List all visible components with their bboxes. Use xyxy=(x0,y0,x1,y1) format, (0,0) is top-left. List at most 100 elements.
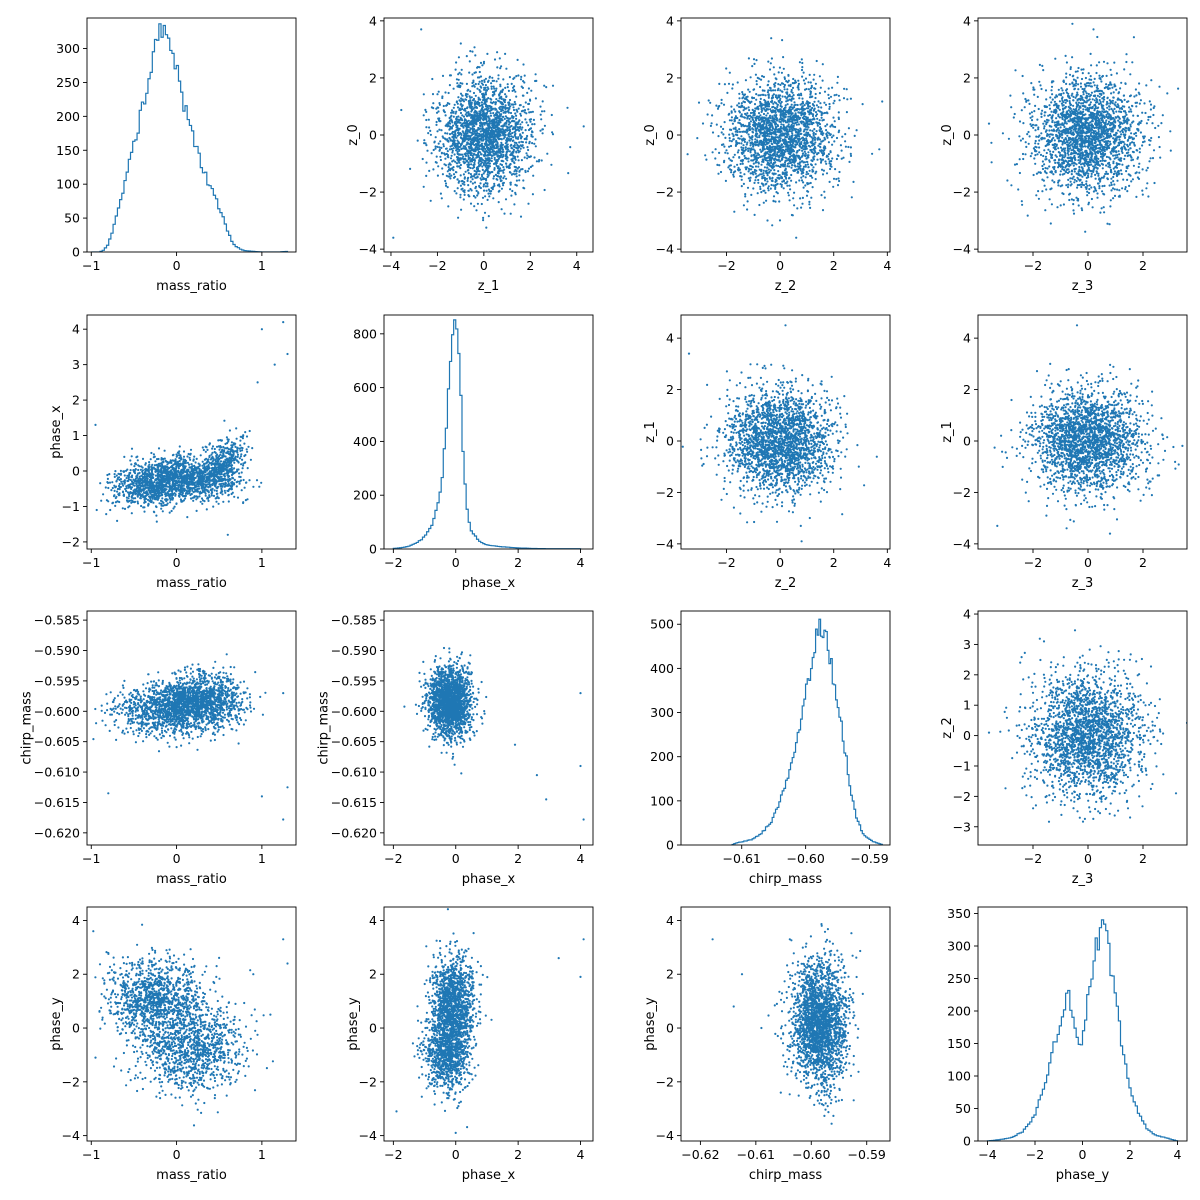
plot-area xyxy=(993,324,1184,535)
y-axis-label: phase_x xyxy=(49,405,64,459)
y-tick-label: −4 xyxy=(953,536,971,551)
scatter-point xyxy=(1174,792,1178,795)
y-tick-label: 0 xyxy=(666,1021,674,1036)
scatter-point xyxy=(1092,28,1095,31)
y-tick-label: 400 xyxy=(650,661,674,676)
y-tick-label: −3 xyxy=(953,819,971,834)
y-tick-label: 0 xyxy=(963,1134,971,1149)
scatter-point xyxy=(282,692,285,695)
scatter-point xyxy=(535,774,539,777)
y-tick-label: 4 xyxy=(963,13,971,28)
x-tick-label: −4 xyxy=(382,258,400,273)
y-tick-label: −4 xyxy=(953,242,971,257)
scatter-point xyxy=(107,792,110,795)
y-axis-label: phase_y xyxy=(643,997,658,1051)
scatter-point xyxy=(269,1013,272,1016)
y-tick-label: 3 xyxy=(72,357,80,372)
scatter-points xyxy=(411,908,493,1129)
axes-frame xyxy=(86,17,297,253)
y-tick-label: 150 xyxy=(56,143,80,158)
scatter-points xyxy=(92,653,267,753)
y-axis-label: chirp_mass xyxy=(317,691,332,764)
y-tick-label: −2 xyxy=(656,485,674,500)
plot-area xyxy=(392,319,582,549)
y-axis-label: chirp_mass xyxy=(20,691,35,764)
scatter-point xyxy=(779,1091,782,1094)
scatter-point xyxy=(286,352,289,356)
y-tick-label: −1 xyxy=(953,758,971,773)
x-tick-label: −2 xyxy=(717,258,735,273)
y-tick-label: −0.610 xyxy=(331,765,377,780)
axes-frame xyxy=(383,906,594,1142)
y-tick-label: −0.600 xyxy=(331,704,377,719)
y-tick-label: 0 xyxy=(666,128,674,143)
x-tick-label: 2 xyxy=(830,258,838,273)
scatter-point xyxy=(256,381,259,384)
x-tick-label: 0 xyxy=(776,258,784,273)
x-tick-label: −0.62 xyxy=(681,1147,719,1162)
axes-frame xyxy=(977,610,1188,846)
histogram-step-line xyxy=(986,919,1179,1141)
y-tick-label: 200 xyxy=(947,1004,971,1019)
axes-frame xyxy=(86,610,297,846)
scatter-point xyxy=(800,540,803,543)
x-tick-label: 2 xyxy=(514,851,522,866)
y-tick-label: 4 xyxy=(72,913,80,928)
y-tick-label: 2 xyxy=(666,70,674,85)
y-tick-label: 0 xyxy=(369,128,377,143)
scatter-points xyxy=(403,646,488,775)
y-tick-label: 4 xyxy=(963,331,971,346)
y-axis-label: phase_y xyxy=(49,997,64,1051)
x-tick-label: 4 xyxy=(577,851,585,866)
x-tick-label: −2 xyxy=(1024,258,1042,273)
y-tick-label: 0 xyxy=(369,542,377,557)
scatter-point xyxy=(420,28,423,31)
y-tick-label: 800 xyxy=(353,326,377,341)
y-tick-label: 400 xyxy=(353,434,377,449)
scatter-point xyxy=(1108,532,1112,535)
x-axis-label: z_3 xyxy=(1072,872,1094,887)
axes-frame xyxy=(977,314,1188,550)
x-axis-label: mass_ratio xyxy=(156,872,227,887)
scatter-point xyxy=(582,818,585,821)
x-axis-label: z_3 xyxy=(1072,576,1094,591)
axes-frame xyxy=(977,906,1188,1142)
subplot-p11: −2 0 2 4 0 200 400 600 800 phase_x xyxy=(353,314,594,591)
x-tick-label: 2 xyxy=(1139,851,1147,866)
y-axis-label: z_0 xyxy=(346,124,361,146)
scatter-point xyxy=(579,975,582,979)
x-tick-label: −0.59 xyxy=(850,851,888,866)
histogram-step-line xyxy=(392,319,582,549)
axes-frame xyxy=(86,314,297,550)
y-tick-label: 200 xyxy=(650,749,674,764)
x-tick-label: 0 xyxy=(480,258,488,273)
scatter-points xyxy=(767,923,864,1125)
y-tick-label: 300 xyxy=(56,41,80,56)
scatter-point xyxy=(1042,640,1046,643)
x-axis-label: phase_x xyxy=(462,576,516,591)
y-tick-label: 4 xyxy=(369,913,377,928)
subplot-p21: −2 0 2 4 −0.620 −0.615 −0.610 −0.605 −0.600 −0.59… xyxy=(317,610,594,887)
x-tick-label: −0.60 xyxy=(792,1147,830,1162)
x-axis-label: mass_ratio xyxy=(156,279,227,294)
scatter-point xyxy=(582,938,585,941)
scatter-point xyxy=(282,938,285,941)
x-tick-label: 2 xyxy=(1126,1147,1134,1162)
x-tick-label: 4 xyxy=(577,1147,585,1162)
x-tick-label: −2 xyxy=(384,555,402,570)
y-tick-label: −0.585 xyxy=(331,613,377,628)
y-tick-label: 2 xyxy=(963,667,971,682)
x-axis-label: z_1 xyxy=(478,279,500,294)
plot-area xyxy=(91,23,289,252)
y-tick-label: 250 xyxy=(947,971,971,986)
y-tick-label: 150 xyxy=(947,1036,971,1051)
scatter-point xyxy=(579,692,582,695)
x-tick-label: 0 xyxy=(173,258,181,273)
subplot-p23: −2 0 2 −3 −2 −1 0 1 2 3 4 z_3 z_2 xyxy=(940,607,1188,887)
y-tick-label: −4 xyxy=(359,242,377,257)
x-tick-label: −1 xyxy=(82,851,100,866)
y-tick-label: 4 xyxy=(666,331,674,346)
subplot-p31: −2 0 2 4 −4 −2 0 2 4 phase_x phase_y xyxy=(346,906,594,1183)
y-tick-label: −4 xyxy=(656,242,674,257)
